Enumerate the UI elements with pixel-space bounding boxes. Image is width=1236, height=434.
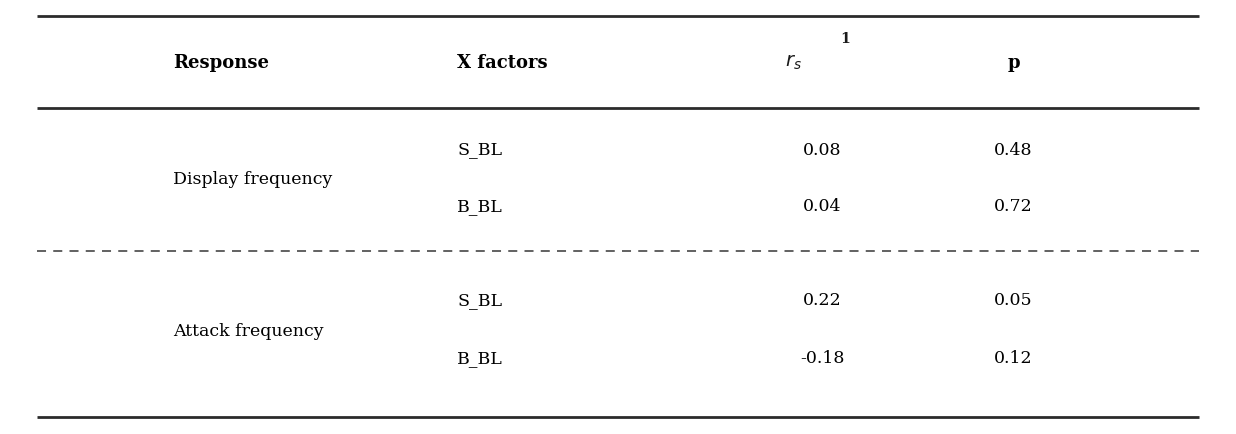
Text: 0.04: 0.04 — [802, 197, 842, 215]
Text: Display frequency: Display frequency — [173, 171, 332, 188]
Text: S_BL: S_BL — [457, 291, 502, 308]
Text: $r_s$: $r_s$ — [785, 54, 802, 72]
Text: 0.48: 0.48 — [994, 141, 1033, 158]
Text: Attack frequency: Attack frequency — [173, 322, 324, 340]
Text: 1: 1 — [840, 32, 850, 46]
Text: 0.05: 0.05 — [994, 291, 1033, 308]
Text: B_BL: B_BL — [457, 197, 503, 215]
Text: 0.12: 0.12 — [994, 349, 1033, 367]
Text: X factors: X factors — [457, 54, 548, 72]
Text: 0.08: 0.08 — [802, 141, 842, 158]
Text: S_BL: S_BL — [457, 141, 502, 158]
Text: -0.18: -0.18 — [800, 349, 844, 367]
Text: p: p — [1007, 54, 1020, 72]
Text: 0.22: 0.22 — [802, 291, 842, 308]
Text: 0.72: 0.72 — [994, 197, 1033, 215]
Text: B_BL: B_BL — [457, 349, 503, 367]
Text: Response: Response — [173, 54, 269, 72]
